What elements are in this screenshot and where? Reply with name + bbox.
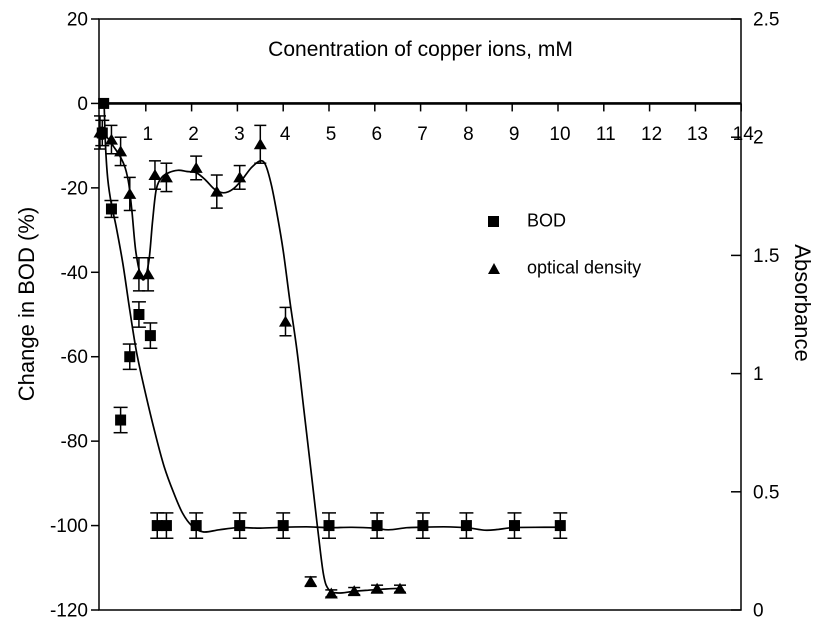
left-axis-ticks: 20 0 -20 -40 -60 -80 -100 -120 <box>50 10 99 622</box>
svg-text:6: 6 <box>372 124 383 145</box>
svg-text:1.5: 1.5 <box>753 246 779 267</box>
svg-text:1: 1 <box>753 364 764 385</box>
svg-text:9: 9 <box>509 124 520 145</box>
legend-label-bod: BOD <box>527 210 567 231</box>
svg-text:7: 7 <box>417 124 428 145</box>
od-series <box>93 115 407 599</box>
svg-text:0.5: 0.5 <box>753 482 779 503</box>
x-axis-ticks: 0 1 2 3 4 5 6 7 8 9 10 11 12 13 14 <box>97 103 754 145</box>
svg-text:20: 20 <box>67 10 88 31</box>
svg-text:2: 2 <box>188 124 199 145</box>
plot-frame <box>98 18 742 611</box>
svg-text:-120: -120 <box>50 601 88 622</box>
svg-text:2.5: 2.5 <box>753 10 779 31</box>
svg-text:0: 0 <box>77 94 88 115</box>
svg-text:10: 10 <box>549 124 570 145</box>
svg-text:-60: -60 <box>61 347 88 368</box>
svg-text:4: 4 <box>280 124 291 145</box>
svg-text:11: 11 <box>596 124 616 145</box>
od-fit-curve <box>99 131 403 594</box>
svg-text:-80: -80 <box>61 432 88 453</box>
svg-text:5: 5 <box>326 124 337 145</box>
right-axis-ticks: 2.5 2 1.5 1 0.5 0 <box>731 10 779 622</box>
svg-text:1: 1 <box>143 124 154 145</box>
right-axis-title: Absorbance <box>790 244 815 362</box>
svg-text:12: 12 <box>641 124 662 145</box>
square-marker-icon <box>488 216 499 227</box>
svg-text:3: 3 <box>234 124 245 145</box>
left-axis-title: Change in BOD (%) <box>14 206 39 402</box>
svg-text:14: 14 <box>733 124 755 145</box>
svg-text:2: 2 <box>753 128 764 149</box>
triangle-marker-icon <box>488 263 500 274</box>
svg-text:0: 0 <box>97 124 108 145</box>
svg-text:8: 8 <box>463 124 474 145</box>
svg-text:0: 0 <box>753 601 764 622</box>
bod-series <box>95 97 568 539</box>
svg-text:-40: -40 <box>61 263 88 284</box>
bod-fit-curve <box>103 103 561 533</box>
svg-text:13: 13 <box>687 124 708 145</box>
svg-text:-100: -100 <box>50 516 88 537</box>
chart-title: Conentration of copper ions, mM <box>268 38 573 61</box>
legend-label-od: optical density <box>527 257 642 278</box>
svg-text:-20: -20 <box>61 178 88 199</box>
